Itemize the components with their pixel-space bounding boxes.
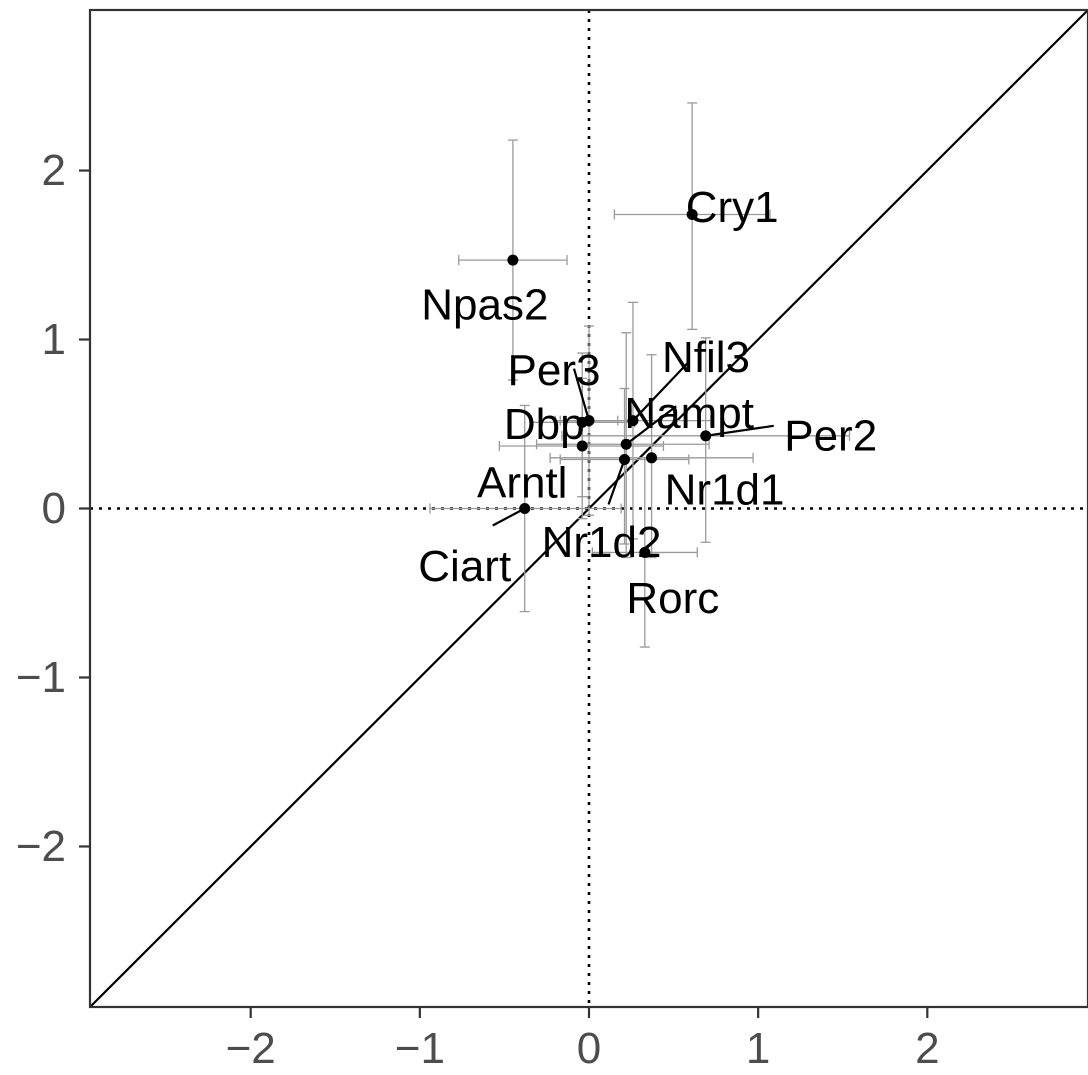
y-tick-label-0: −2 (16, 822, 66, 871)
x-axis: −2 −1 0 1 2 (226, 1007, 940, 1073)
x-tick-label-1: −1 (395, 1024, 445, 1073)
point-label-nampt: Nampt (624, 389, 754, 438)
point-label-ciart: Ciart (418, 542, 511, 591)
y-tick-label-3: 1 (42, 315, 66, 364)
point-labels: Cry1 Npas2 Per3 Dbp Nfil3 Nampt Per2 Arntl Nr1d1… (418, 183, 877, 623)
data-points (507, 208, 712, 558)
point-label-nfil3: Nfil3 (662, 333, 750, 382)
point-label-cry1: Cry1 (686, 183, 779, 232)
point-npas2 (507, 254, 519, 266)
point-label-per3: Per3 (508, 346, 601, 395)
y-axis: −2 −1 0 1 2 (16, 146, 90, 871)
point-label-dbp: Dbp (504, 400, 585, 449)
point-cry1 (686, 208, 698, 220)
x-tick-label-0: −2 (226, 1024, 276, 1073)
leader-ciart (492, 507, 526, 527)
label-leaders (492, 361, 774, 527)
leader-per3 (572, 368, 591, 421)
point-rorc (639, 546, 651, 558)
x-tick-label-3: 1 (746, 1024, 770, 1073)
point-label-per2: Per2 (784, 411, 877, 460)
point-label-nr1d2: Nr1d2 (542, 518, 662, 567)
leader-nfil3 (632, 361, 689, 422)
point-nr1d2 (619, 453, 631, 465)
leader-nampt (625, 405, 677, 446)
point-label-nr1d1: Nr1d1 (665, 465, 785, 514)
x-tick-label-4: 2 (915, 1024, 939, 1073)
point-dbp (576, 416, 588, 428)
point-label-arntl: Arntl (477, 458, 567, 507)
point-nampt (620, 438, 632, 450)
point-nfil3 (627, 415, 639, 427)
point-label-npas2: Npas2 (421, 281, 548, 330)
leader-nr1d2 (607, 459, 626, 505)
leader-per2 (705, 424, 774, 437)
x-tick-label-2: 0 (577, 1024, 601, 1073)
point-nr1d1 (646, 452, 658, 464)
y-tick-label-1: −1 (16, 653, 66, 702)
y-tick-label-4: 2 (42, 146, 66, 195)
point-label-rorc: Rorc (626, 574, 719, 623)
point-per2 (700, 430, 712, 442)
y-tick-label-2: 0 (42, 484, 66, 533)
point-arntl (576, 440, 588, 452)
point-ciart (519, 503, 531, 514)
